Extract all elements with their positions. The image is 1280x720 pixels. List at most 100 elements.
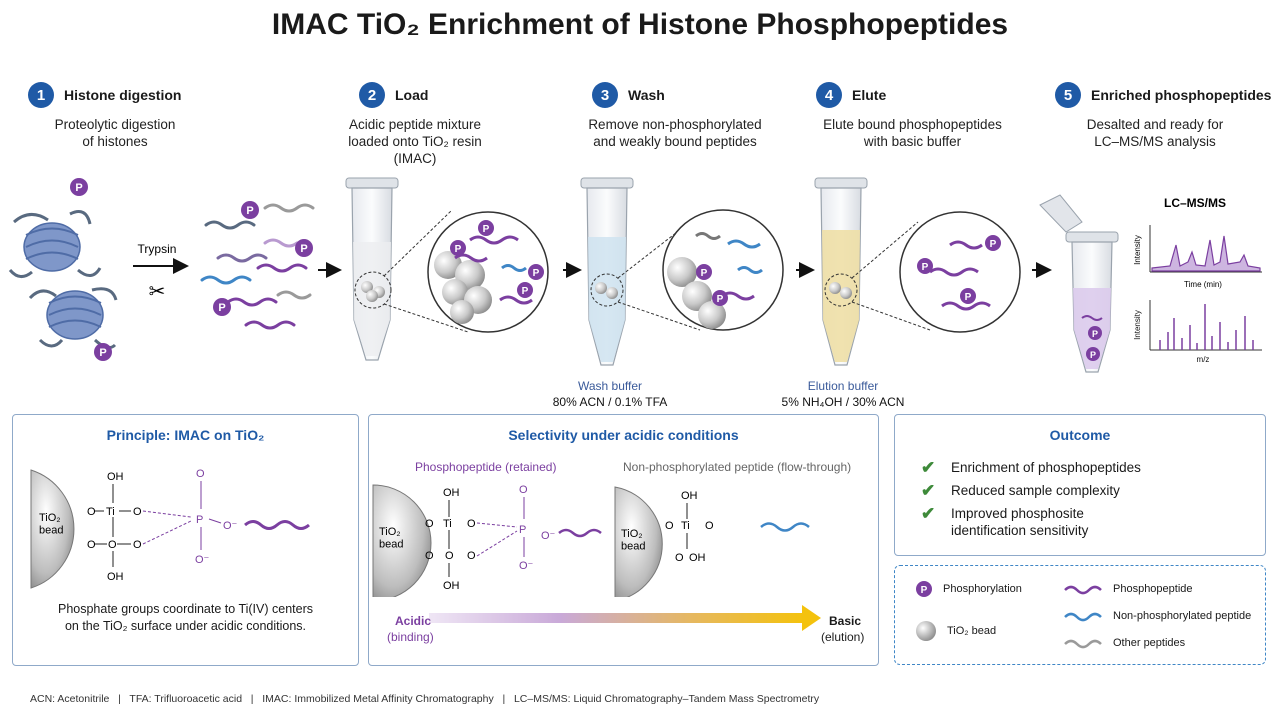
- svg-text:O: O: [425, 550, 434, 562]
- svg-text:P: P: [196, 514, 203, 526]
- svg-text:P: P: [921, 585, 928, 596]
- step-2-badge: 2: [359, 82, 385, 108]
- elution-buffer-label: Elution buffer: [807, 379, 879, 393]
- svg-text:P: P: [246, 205, 253, 217]
- zoom-circle-elute: [899, 211, 1021, 333]
- svg-text:O: O: [519, 484, 528, 496]
- tube-load: [345, 177, 399, 361]
- phospho-mark: P: [478, 220, 494, 236]
- svg-text:P: P: [922, 262, 929, 273]
- svg-text:OH: OH: [107, 571, 124, 583]
- legend-phosphorylation: P Phosphorylation: [915, 580, 1022, 598]
- svg-text:OH: OH: [443, 487, 460, 499]
- svg-text:O: O: [196, 468, 205, 480]
- step-5-title: Enriched phosphopeptides: [1091, 87, 1272, 103]
- svg-text:Ti: Ti: [681, 520, 690, 532]
- svg-text:O: O: [425, 518, 434, 530]
- outcome-title: Outcome: [1049, 427, 1111, 443]
- legend-box: P Phosphorylation TiO₂ bead Phosphopepti…: [894, 565, 1266, 665]
- legend-nonphospho: Non-phosphorylated peptide: [1063, 609, 1251, 623]
- other-line-icon: [1064, 639, 1102, 649]
- step-3-header: 3 Wash: [592, 82, 665, 108]
- phospho-mark: P: [712, 290, 728, 306]
- svg-text:P: P: [75, 182, 82, 194]
- svg-text:O: O: [87, 506, 96, 518]
- page-title: IMAC TiO₂ Enrichment of Histone Phosphop…: [271, 8, 1009, 41]
- step-4-header: 4 Elute: [816, 82, 886, 108]
- lcms-title: LC–MS/MS: [1164, 196, 1226, 210]
- legend-bead: TiO₂ bead: [915, 620, 996, 642]
- svg-text:OH: OH: [443, 580, 460, 592]
- principle-panel: Principle: IMAC on TiO₂ TiO₂ bead OH O Ti…: [12, 414, 359, 666]
- wash-buffer-label: Wash buffer: [577, 379, 643, 393]
- chrom-x-label: Time (min): [1184, 280, 1222, 289]
- basic-sub: (elution): [821, 630, 865, 644]
- outcome-item: ✔ Improved phosphosite identification se…: [921, 504, 1089, 538]
- zoom-circle-wash: [662, 209, 784, 331]
- scissors-icon: ✂: [149, 281, 166, 303]
- svg-text:P: P: [483, 224, 490, 235]
- step-5-badge: 5: [1055, 82, 1081, 108]
- step-5-desc: Desalted and ready for LC–MS/MS analysis: [1086, 117, 1224, 149]
- svg-text:O⁻: O⁻: [195, 554, 210, 566]
- phospho-mark: P: [917, 258, 933, 274]
- workflow-illustration: P P Trypsin ✂ P P P P: [8, 177, 1262, 373]
- tube-enriched: [1039, 194, 1119, 373]
- outcome-list: ✔ Enrichment of phosphopeptides ✔ Reduce…: [921, 459, 1251, 545]
- tube-elute: [814, 177, 868, 366]
- step-4-badge: 4: [816, 82, 842, 108]
- phosphorylation-icon: P: [916, 581, 932, 597]
- selectivity-title: Selectivity under acidic conditions: [508, 427, 739, 443]
- bead-icon: [916, 621, 936, 641]
- svg-text:OH: OH: [107, 471, 124, 483]
- wash-buffer-value: 80% ACN / 0.1% TFA: [552, 395, 668, 409]
- svg-text:O: O: [665, 520, 674, 532]
- mass-spectrum: Intensity m/z: [1133, 300, 1262, 364]
- phospho-mark: P: [960, 288, 976, 304]
- svg-text:O: O: [705, 520, 714, 532]
- outcome-item: ✔ Enrichment of phosphopeptides: [921, 458, 1141, 477]
- step-4-title: Elute: [852, 87, 887, 103]
- phospho-mark: P: [450, 240, 466, 256]
- phospho-mark: P: [517, 282, 533, 298]
- ms-x-label: m/z: [1197, 355, 1210, 364]
- trypsin-label: Trypsin: [138, 242, 177, 256]
- svg-text:P: P: [300, 243, 307, 255]
- svg-text:O: O: [133, 539, 142, 551]
- ms-y-label: Intensity: [1133, 310, 1142, 340]
- elution-buffer-value: 5% NH₄OH / 30% ACN: [781, 395, 905, 409]
- svg-text:P: P: [717, 294, 724, 305]
- basic-label: Basic: [829, 614, 862, 628]
- step-5-header: 5 Enriched phosphopeptides: [1055, 82, 1271, 108]
- step-1-desc: Proteolytic digestion of histones: [54, 117, 176, 149]
- phospho-mark: P: [1088, 326, 1102, 340]
- phosphopeptide-line-icon: [1064, 585, 1102, 595]
- nonphospho-flowthrough-label: Non-phosphorylated peptide (flow-through…: [623, 460, 852, 474]
- svg-text:O⁻: O⁻: [519, 560, 534, 572]
- ph-gradient-arrow: [429, 605, 821, 631]
- step-4-desc: Elute bound phosphopeptides with basic b…: [823, 117, 1002, 149]
- footer-abbreviations: ACN: Acetonitrile | TFA: Trifluoroacetic…: [30, 693, 820, 705]
- svg-text:O⁻: O⁻: [223, 520, 238, 532]
- svg-text:P: P: [99, 347, 106, 359]
- step-3-title: Wash: [628, 87, 665, 103]
- svg-text:Ti: Ti: [106, 506, 115, 518]
- chromatogram: Intensity Time (min): [1133, 225, 1262, 289]
- svg-text:P: P: [218, 302, 225, 314]
- svg-text:O: O: [675, 552, 684, 564]
- selectivity-panel: Selectivity under acidic conditions Phos…: [368, 414, 879, 666]
- bead-label: TiO₂ bead: [39, 512, 63, 537]
- svg-text:O: O: [87, 539, 96, 551]
- outcome-panel: Outcome ✔ Enrichment of phosphopeptides …: [894, 414, 1266, 556]
- svg-text:P: P: [990, 239, 997, 250]
- svg-text:O: O: [133, 506, 142, 518]
- step-2-header: 2 Load: [359, 82, 428, 108]
- svg-text:O: O: [467, 518, 476, 530]
- step-1-header: 1 Histone digestion: [28, 82, 181, 108]
- step-3-badge: 3: [592, 82, 618, 108]
- phospho-retained-label: Phosphopeptide (retained): [415, 460, 557, 474]
- step-1-title: Histone digestion: [64, 87, 182, 103]
- tube-wash: [580, 177, 634, 366]
- check-icon: ✔: [921, 504, 936, 523]
- step-1-badge: 1: [28, 82, 54, 108]
